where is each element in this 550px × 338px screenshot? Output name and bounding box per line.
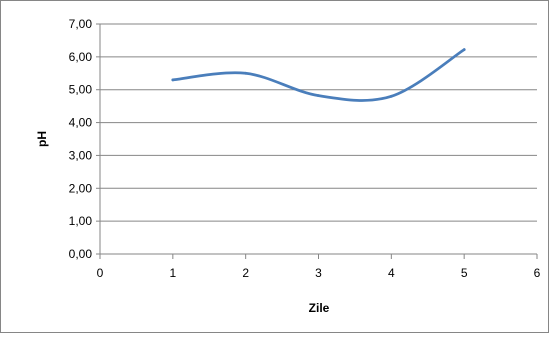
y-tick-label: 2,00 (69, 181, 93, 195)
data-point (244, 71, 248, 75)
x-axis-title: Zile (309, 301, 330, 315)
y-tick-label: 7,00 (69, 17, 93, 31)
x-tick-label: 4 (388, 266, 395, 280)
data-point (317, 94, 320, 98)
data-point (389, 94, 393, 98)
x-tick-label: 2 (242, 266, 249, 280)
series (171, 48, 466, 102)
gridlines (100, 23, 537, 222)
y-axis-title: pH (35, 131, 49, 147)
y-tick-labels: 0,00 1,00 2,00 3,00 4,00 5,00 6,00 7,00 (69, 17, 93, 261)
data-point (462, 48, 466, 52)
y-tick-label: 3,00 (69, 148, 93, 162)
x-tick-label: 6 (534, 266, 541, 280)
y-tick-label: 1,00 (69, 214, 93, 228)
y-tick-label: 6,00 (69, 50, 93, 64)
axes (96, 23, 538, 259)
y-tick-label: 4,00 (69, 116, 93, 130)
x-tick-label: 3 (315, 266, 322, 280)
x-tick-labels: 0 1 2 3 4 5 6 (97, 266, 541, 280)
data-point (171, 78, 175, 82)
x-tick-label: 1 (169, 266, 176, 280)
y-tick-label: 5,00 (69, 83, 93, 97)
x-tick-label: 0 (97, 266, 104, 280)
x-tick-label: 5 (461, 266, 468, 280)
y-tick-label: 0,00 (69, 247, 93, 261)
